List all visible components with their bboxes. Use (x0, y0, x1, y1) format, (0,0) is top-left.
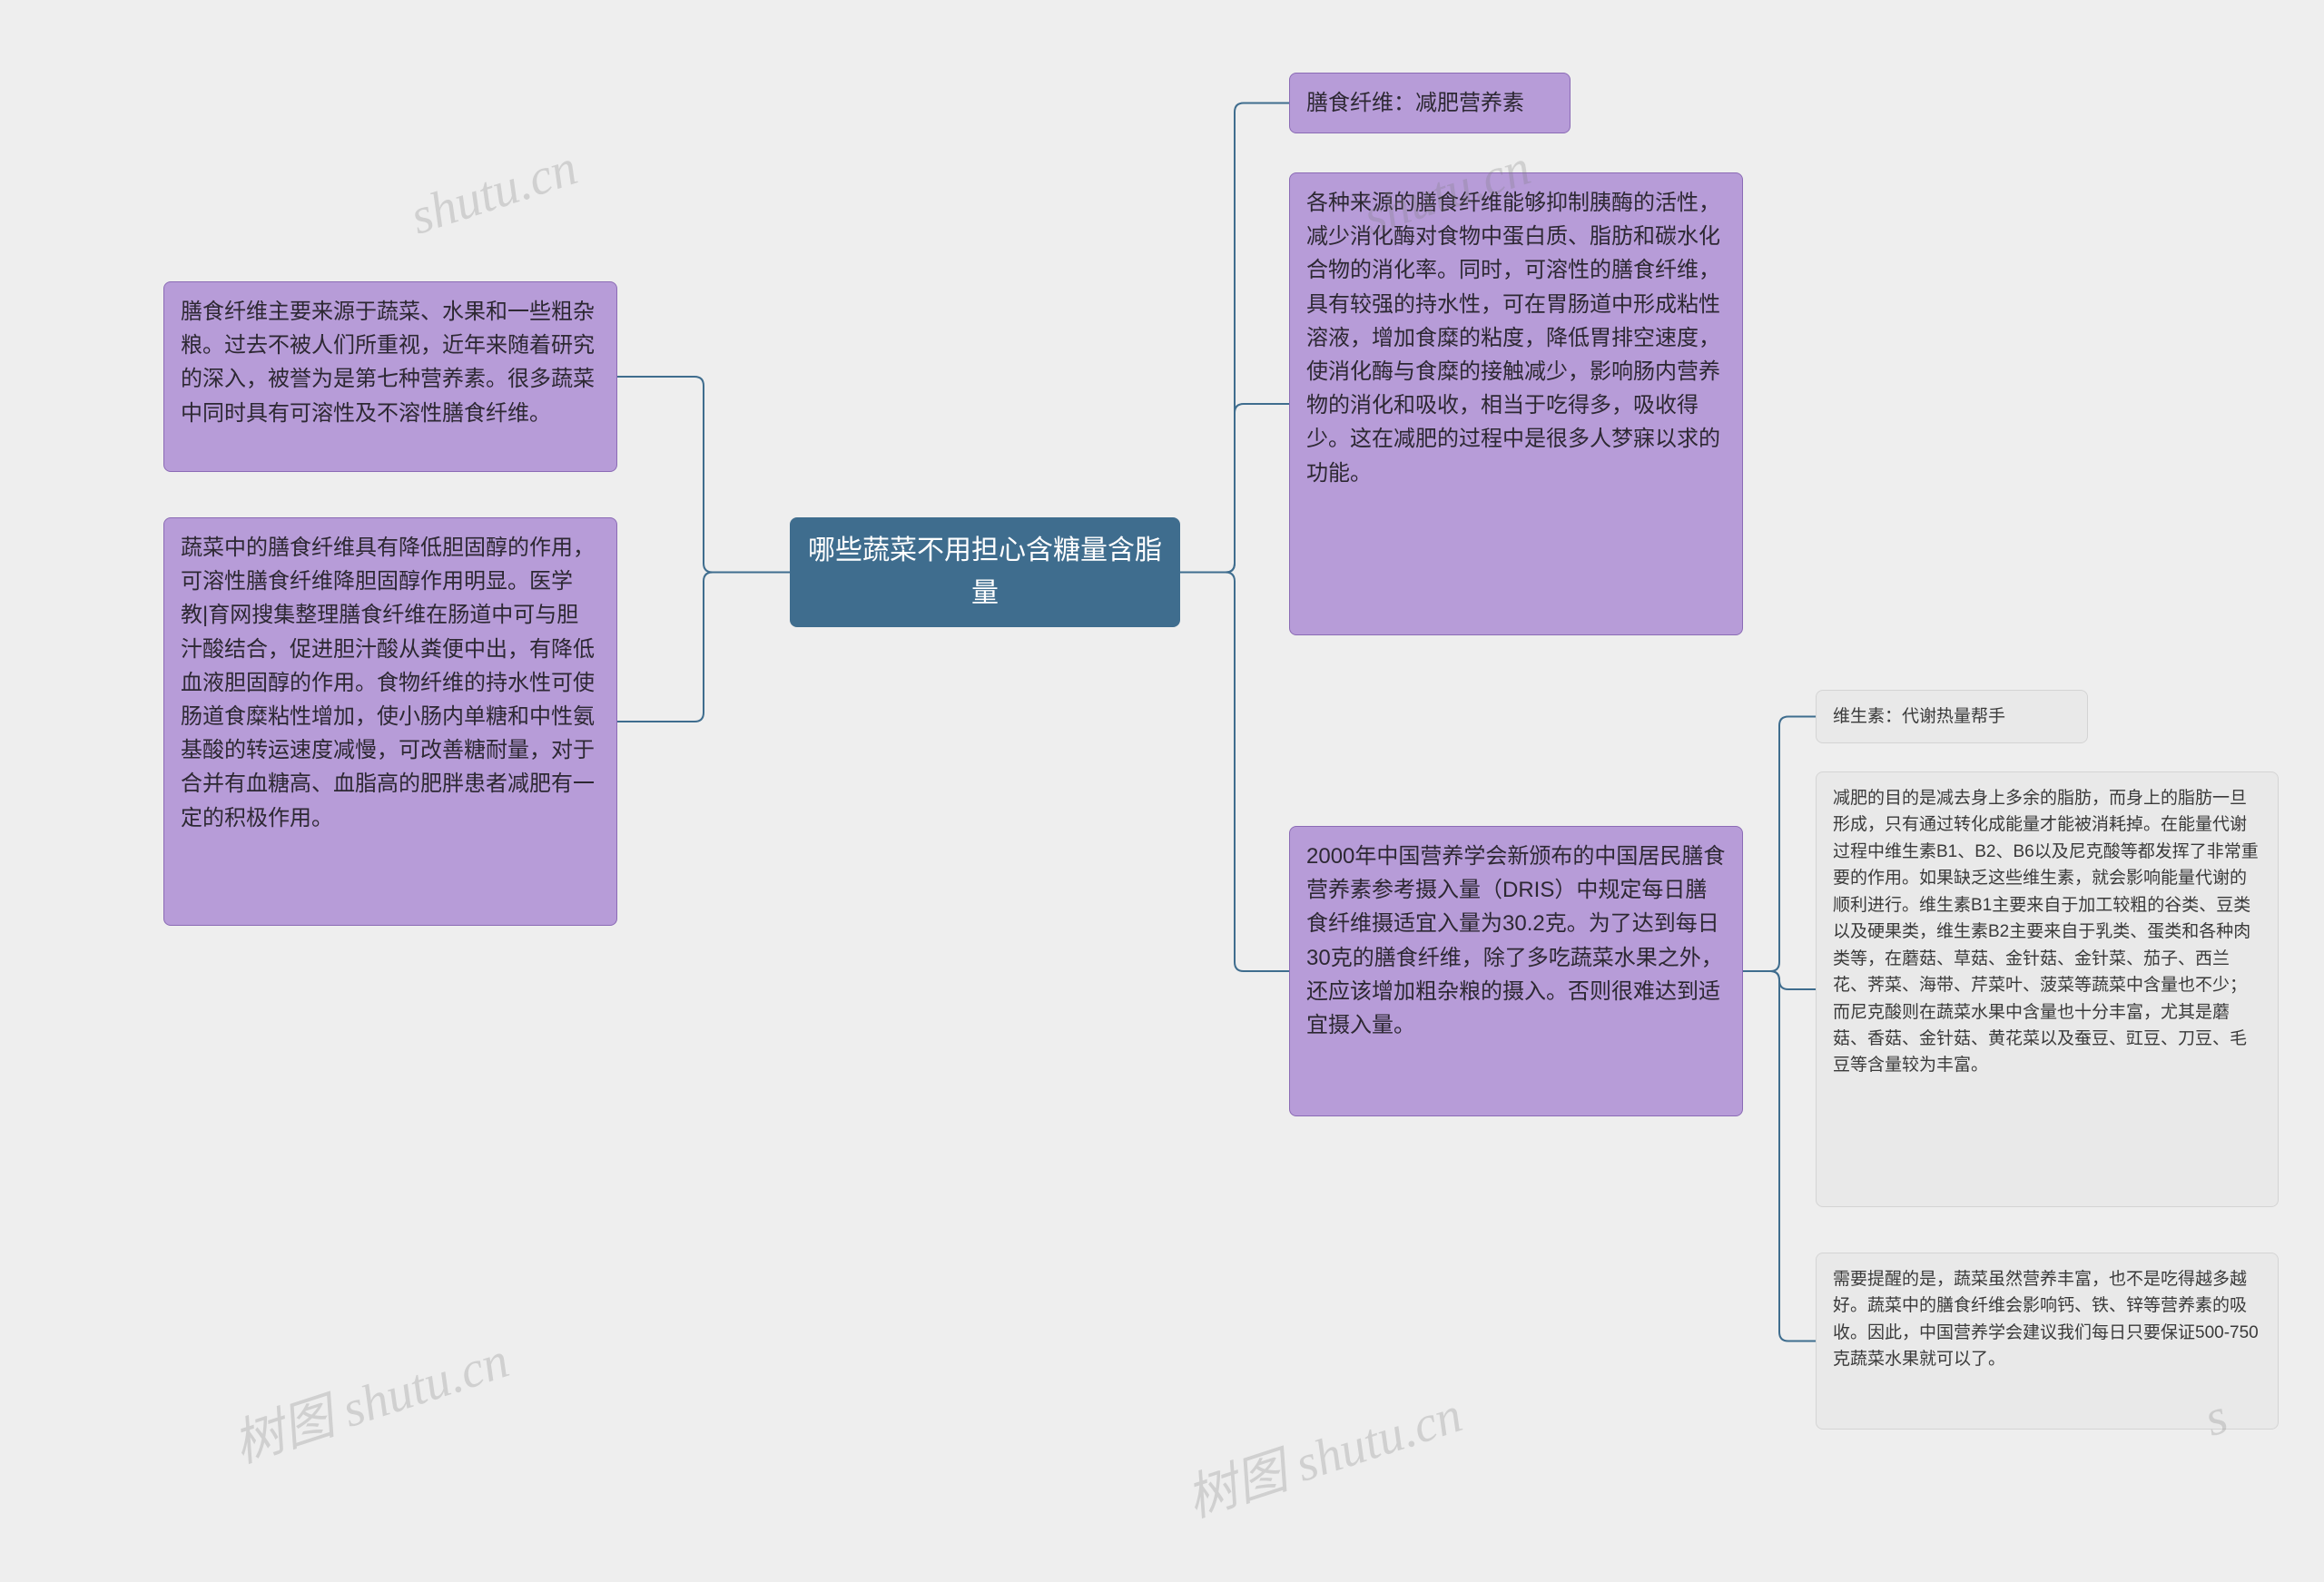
right-node-3-child-1[interactable]: 维生素：代谢热量帮手 (1816, 690, 2088, 743)
watermark: shutu.cn (404, 138, 585, 246)
center-node[interactable]: 哪些蔬菜不用担心含糖量含脂量 (790, 517, 1180, 627)
right-node-3[interactable]: 2000年中国营养学会新颁布的中国居民膳食营养素参考摄入量（DRIS）中规定每日… (1289, 826, 1743, 1116)
mindmap-canvas: 哪些蔬菜不用担心含糖量含脂量 膳食纤维主要来源于蔬菜、水果和一些粗杂粮。过去不被… (0, 0, 2324, 1582)
right-node-3-child-2[interactable]: 减肥的目的是减去身上多余的脂肪，而身上的脂肪一旦形成，只有通过转化成能量才能被消… (1816, 771, 2279, 1207)
left-node-1[interactable]: 膳食纤维主要来源于蔬菜、水果和一些粗杂粮。过去不被人们所重视，近年来随着研究的深… (163, 281, 617, 472)
left-node-2[interactable]: 蔬菜中的膳食纤维具有降低胆固醇的作用，可溶性膳食纤维降胆固醇作用明显。医学教|育… (163, 517, 617, 926)
right-node-1[interactable]: 膳食纤维：减肥营养素 (1289, 73, 1571, 133)
watermark: 树图 shutu.cn (1176, 1373, 1470, 1531)
right-node-3-child-3[interactable]: 需要提醒的是，蔬菜虽然营养丰富，也不是吃得越多越好。蔬菜中的膳食纤维会影响钙、铁… (1816, 1253, 2279, 1430)
right-node-2[interactable]: 各种来源的膳食纤维能够抑制胰酶的活性，减少消化酶对食物中蛋白质、脂肪和碳水化合物… (1289, 172, 1743, 635)
watermark: 树图 shutu.cn (222, 1319, 517, 1477)
